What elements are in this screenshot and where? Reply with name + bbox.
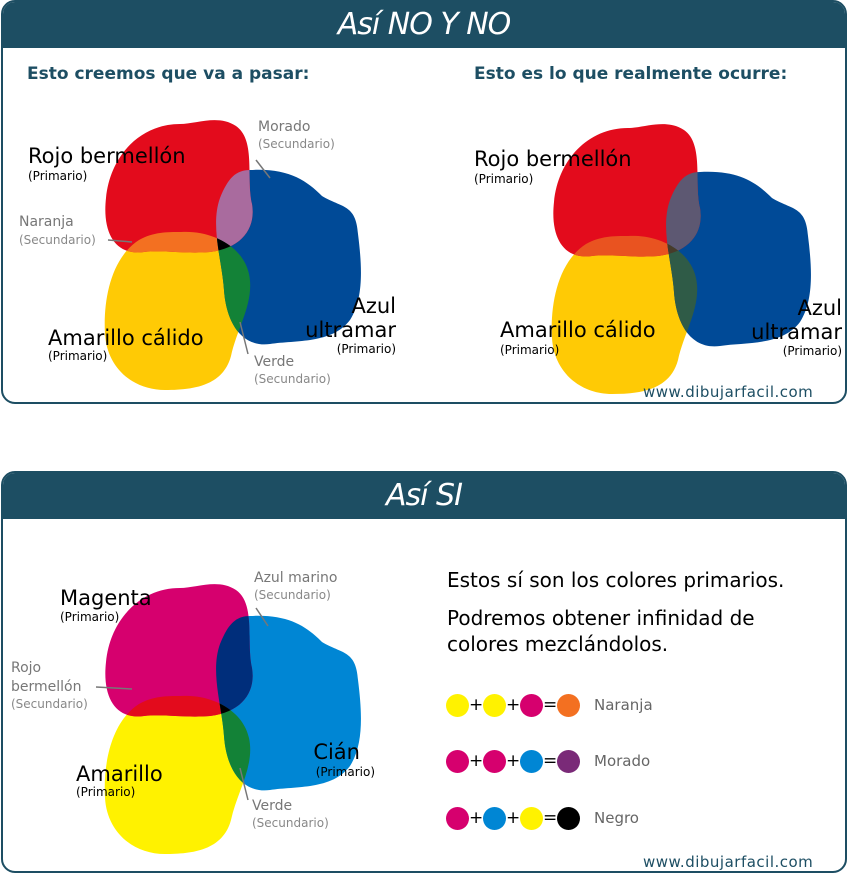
label-vermilion-tag: (Primario) <box>474 172 534 186</box>
color-dot <box>483 693 506 717</box>
label-ultramarine-1: Azul <box>351 294 396 318</box>
color-dot <box>520 749 543 773</box>
label-warm-yellow: Amarillo cálido <box>500 318 656 342</box>
label-warm-yellow-tag: (Primario) <box>500 343 560 357</box>
result-label: Morado <box>594 752 651 770</box>
plus-sign: + <box>506 808 521 828</box>
result-color-dot <box>557 693 580 717</box>
label-yellow: Amarillo <box>76 762 163 786</box>
color-dot <box>446 693 469 717</box>
result-color-dot <box>557 806 580 830</box>
result-label: Naranja <box>594 696 653 714</box>
plus-sign: + <box>506 751 521 771</box>
equals-sign: = <box>543 751 558 771</box>
label-green: Verde <box>252 798 293 814</box>
subtitle-actual: Esto es lo que realmente ocurre: <box>474 64 788 84</box>
color-dot <box>520 806 543 830</box>
label-ultramarine-tag: (Primario) <box>336 342 396 356</box>
label-orange-tag: (Secundario) <box>19 233 96 247</box>
banner-title-wrong: Así NO Y NO <box>3 2 845 48</box>
result-color-dot <box>557 749 580 773</box>
label-navy: Azul marino <box>254 570 338 586</box>
label-warm-yellow: Amarillo cálido <box>48 326 204 350</box>
diagram-cmy <box>95 584 361 854</box>
plus-sign: + <box>506 695 521 715</box>
label-vermilion-tag: (Primario) <box>28 169 88 183</box>
website-link[interactable]: www.dibujarfacil.com <box>643 383 814 401</box>
color-dot <box>483 806 506 830</box>
color-dot <box>446 749 469 773</box>
label-orange: Naranja <box>19 214 74 230</box>
label-red-1: Rojo <box>11 660 42 676</box>
plus-sign: + <box>469 808 484 828</box>
label-yellow-tag: (Primario) <box>76 785 136 799</box>
equation-row: + + = Morado <box>446 749 650 773</box>
label-purple-tag: (Secundario) <box>258 137 335 151</box>
label-ultramarine-2: ultramar <box>305 318 396 342</box>
equation-row: + + = Negro <box>446 806 639 830</box>
panel-right-mixing: Así SI <box>1 471 847 873</box>
website-link[interactable]: www.dibujarfacil.com <box>643 853 814 871</box>
plus-sign: + <box>469 695 484 715</box>
subtitle-expected: Esto creemos que va a pasar: <box>27 64 310 84</box>
color-dot <box>483 749 506 773</box>
label-vermilion: Rojo bermellón <box>474 147 632 171</box>
label-purple: Morado <box>258 119 311 135</box>
label-green: Verde <box>254 354 295 370</box>
label-ultramarine-1: Azul <box>797 296 842 320</box>
label-magenta: Magenta <box>60 586 152 610</box>
equals-sign: = <box>543 808 558 828</box>
equals-sign: = <box>543 695 558 715</box>
color-dot <box>446 806 469 830</box>
label-green-tag: (Secundario) <box>252 816 329 830</box>
equation-row: + + = Naranja <box>446 693 653 717</box>
label-vermilion: Rojo bermellón <box>28 144 186 168</box>
result-label: Negro <box>594 809 639 827</box>
label-red-2: bermellón <box>11 679 82 695</box>
label-ultramarine-tag: (Primario) <box>782 344 842 358</box>
label-red-tag: (Secundario) <box>11 697 88 711</box>
banner-title-right: Así SI <box>3 473 845 519</box>
info-mix-line1: Podremos obtener infinidad de <box>447 606 755 630</box>
label-warm-yellow-tag: (Primario) <box>48 349 108 363</box>
label-magenta-tag: (Primario) <box>60 610 120 624</box>
label-green-tag: (Secundario) <box>254 372 331 386</box>
label-ultramarine-2: ultramar <box>751 320 842 344</box>
diagram-expected <box>104 120 361 390</box>
plus-sign: + <box>469 751 484 771</box>
info-mix-line2: colores mezclándolos. <box>447 632 669 656</box>
label-cyan-tag: (Primario) <box>315 765 375 779</box>
label-navy-tag: (Secundario) <box>254 588 331 602</box>
color-dot <box>520 693 543 717</box>
info-primary-colors: Estos sí son los colores primarios. <box>447 568 785 592</box>
label-cyan: Cián <box>313 740 360 764</box>
